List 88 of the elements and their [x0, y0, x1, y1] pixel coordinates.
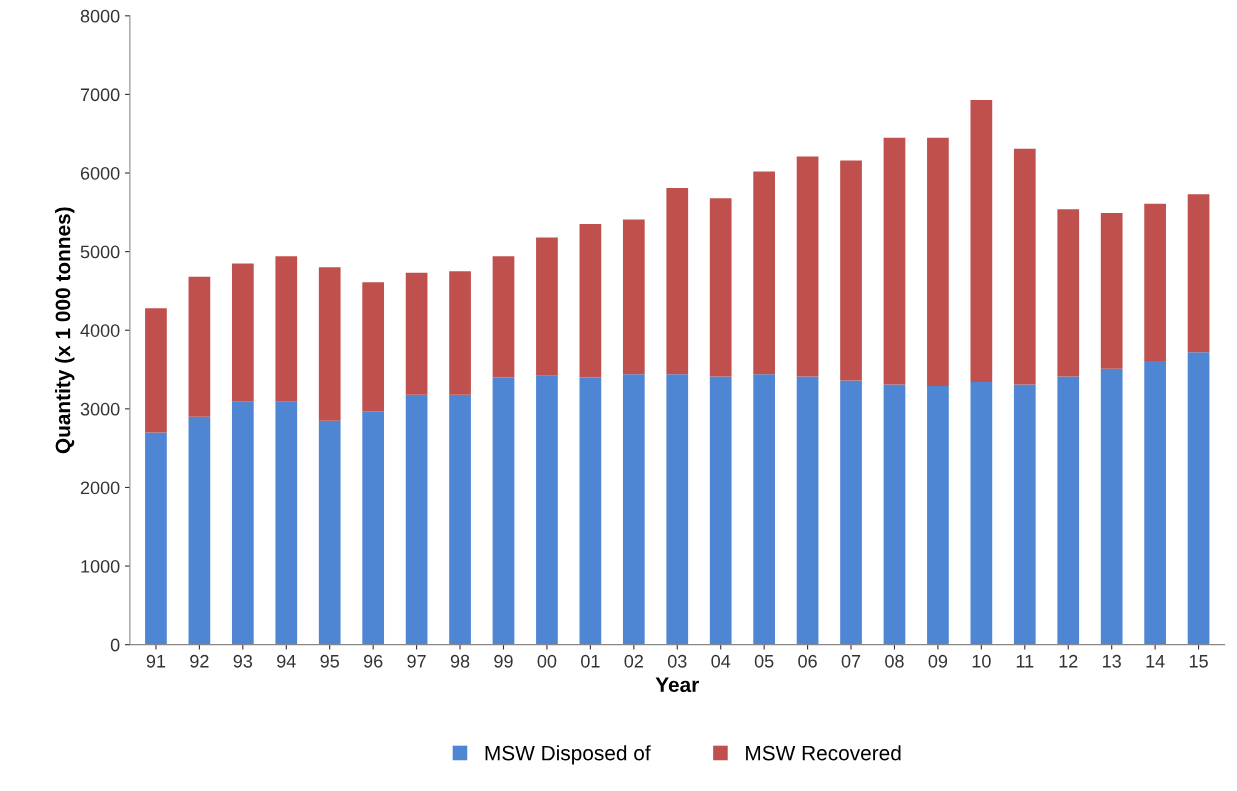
x-tick-label: 91 — [146, 654, 166, 668]
bar — [709, 376, 732, 645]
x-tick-label: 97 — [407, 654, 426, 668]
y-tick-label: 8000 — [80, 9, 120, 23]
bar — [579, 377, 602, 645]
bar — [188, 416, 211, 645]
bar — [1057, 209, 1080, 377]
bar — [709, 198, 732, 377]
x-tick-label: 13 — [1103, 654, 1121, 668]
bar — [796, 376, 819, 645]
y-tick-label: 4000 — [80, 324, 120, 337]
bar — [145, 308, 167, 433]
bar — [362, 282, 385, 412]
bar — [231, 263, 254, 402]
bar — [753, 171, 775, 375]
bar — [927, 137, 949, 387]
bar — [275, 401, 298, 645]
bar — [1013, 148, 1036, 385]
y-tick-label: 0 — [110, 638, 120, 652]
x-tick-label: 02 — [624, 654, 643, 668]
legend-label: MSW Recovered — [746, 745, 901, 761]
bar — [188, 276, 211, 417]
bar — [970, 99, 993, 383]
bar — [622, 374, 645, 645]
bar — [492, 256, 515, 378]
bar — [1100, 368, 1123, 645]
x-tick-label: 11 — [1016, 655, 1034, 668]
x-tick-label: 99 — [494, 654, 513, 668]
bar — [1057, 376, 1080, 645]
x-tick-label: 01 — [581, 654, 600, 668]
x-tick-label: 04 — [711, 654, 731, 668]
bar — [622, 219, 645, 375]
bar — [449, 394, 471, 645]
legend-label: MSW Disposed of — [485, 745, 651, 765]
bar — [666, 187, 689, 375]
bar — [275, 256, 298, 402]
y-tick-label: 5000 — [80, 245, 120, 259]
bar — [927, 386, 949, 645]
bar — [1187, 194, 1210, 353]
bar — [579, 224, 602, 378]
bar — [666, 374, 689, 645]
bar — [1144, 360, 1166, 645]
bar — [753, 374, 775, 645]
bar — [970, 382, 993, 645]
bar — [883, 384, 906, 645]
bar — [1100, 213, 1123, 369]
bar — [231, 401, 254, 645]
y-tick-label: 2000 — [80, 481, 120, 495]
bar — [318, 267, 341, 421]
bar — [145, 432, 167, 645]
x-tick-label: 09 — [928, 654, 948, 668]
bar — [405, 272, 428, 395]
bar — [1013, 384, 1036, 645]
x-tick-label: 94 — [277, 654, 296, 668]
bar — [318, 420, 341, 645]
x-tick-label: 96 — [363, 654, 383, 668]
x-tick-label: 93 — [233, 654, 253, 668]
x-tick-label: 00 — [537, 654, 557, 668]
bar — [840, 380, 862, 645]
y-axis-title: Quantity (x 1 000 tonnes) — [55, 207, 75, 454]
x-tick-label: 12 — [1059, 654, 1078, 668]
bar — [883, 137, 906, 385]
y-tick-label: 7000 — [80, 88, 120, 102]
bar — [449, 271, 471, 395]
bar — [536, 375, 558, 645]
x-tick-label: 92 — [190, 654, 209, 668]
bar — [840, 160, 862, 381]
bar — [405, 394, 428, 645]
x-tick-label: 10 — [972, 654, 991, 668]
x-tick-label: 08 — [885, 654, 904, 668]
bar — [1187, 352, 1210, 645]
bar — [1144, 203, 1166, 361]
x-tick-label: 95 — [320, 654, 339, 668]
bar — [796, 156, 819, 377]
x-tick-label: 98 — [450, 654, 470, 668]
bar — [492, 377, 515, 645]
x-tick-label: 05 — [754, 654, 774, 668]
x-tick-label: 15 — [1189, 655, 1208, 668]
bar — [362, 411, 385, 645]
x-tick-label: 14 — [1146, 655, 1165, 668]
y-tick-label: 6000 — [80, 166, 120, 180]
x-tick-label: 07 — [841, 654, 861, 668]
x-tick-label: 06 — [798, 654, 817, 668]
y-tick-label: 3000 — [80, 402, 120, 416]
x-axis-title: Year — [655, 677, 699, 693]
bar — [536, 237, 558, 376]
y-tick-label: 1000 — [81, 559, 120, 573]
x-tick-label: 03 — [667, 654, 687, 668]
